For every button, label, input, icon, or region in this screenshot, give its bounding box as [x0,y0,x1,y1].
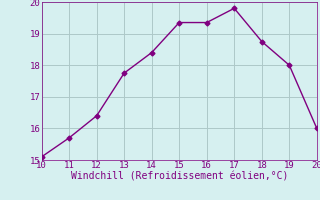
X-axis label: Windchill (Refroidissement éolien,°C): Windchill (Refroidissement éolien,°C) [70,172,288,182]
